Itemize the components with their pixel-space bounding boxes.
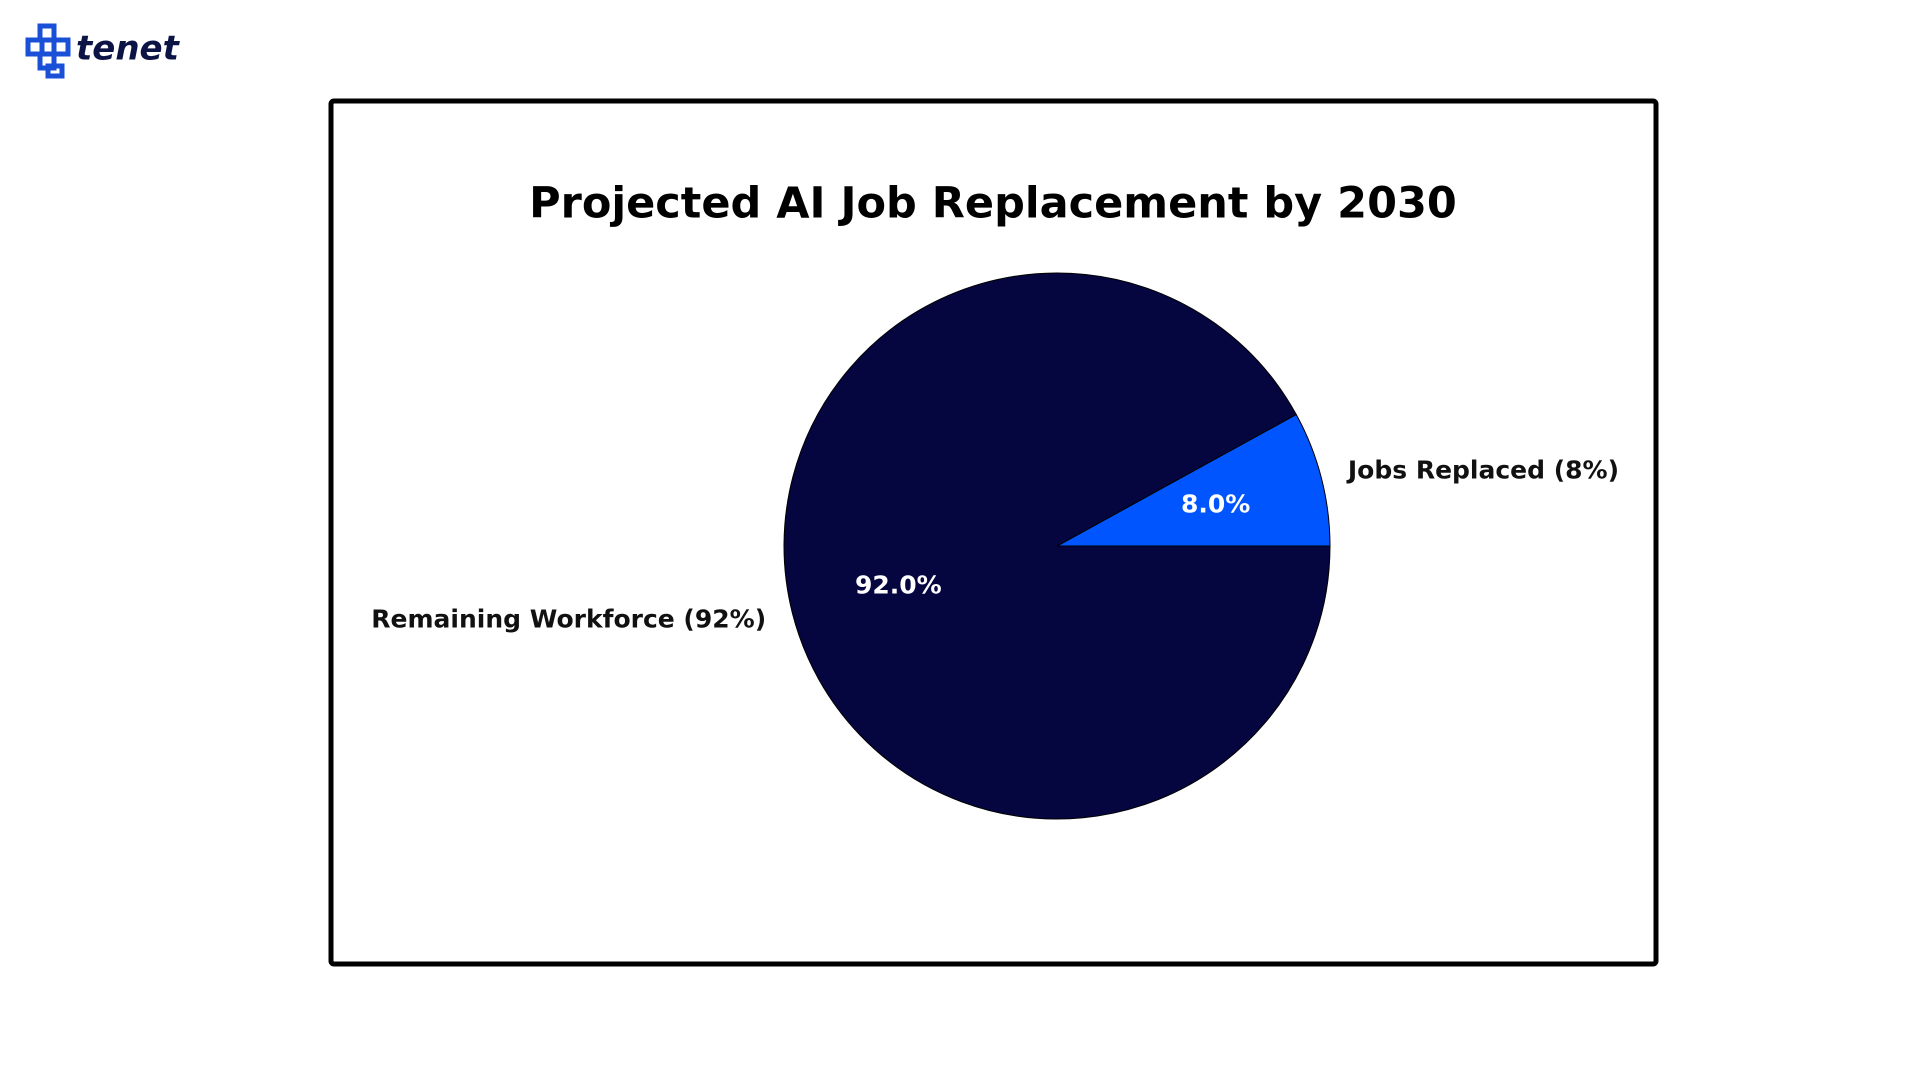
chart-title: Projected AI Job Replacement by 2030 [529, 179, 1457, 229]
slice-label: Remaining Workforce (92%) [371, 605, 766, 634]
logo-text: tenet [76, 29, 181, 69]
value-label: 8.0% [1181, 489, 1250, 518]
pie-slice [783, 272, 1331, 820]
slice-label: Jobs Replaced (8%) [1346, 455, 1619, 484]
value-label: 92.0% [855, 571, 942, 600]
logo-icon [25, 23, 71, 79]
pie-slice [1056, 413, 1331, 547]
